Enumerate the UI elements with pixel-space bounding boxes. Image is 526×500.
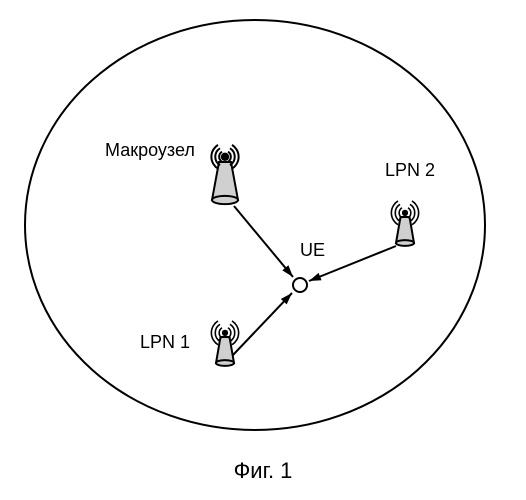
lpn2-label: LPN 2 bbox=[385, 160, 435, 181]
macro-label: Макроузел bbox=[105, 140, 195, 161]
figure-caption: Фиг. 1 bbox=[234, 458, 293, 484]
diagram-canvas: Макроузел LPN 1 LPN 2 UE Фиг. 1 bbox=[0, 0, 526, 500]
diagram-svg bbox=[0, 0, 526, 500]
lpn1-label: LPN 1 bbox=[140, 332, 190, 353]
ue-label: UE bbox=[300, 240, 325, 261]
